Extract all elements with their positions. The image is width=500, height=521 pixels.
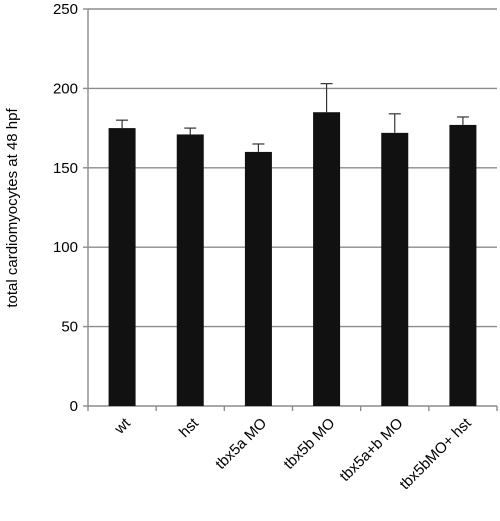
- y-tick-label: 0: [70, 398, 78, 415]
- x-tick-label: tbx5b MO: [280, 415, 338, 473]
- y-tick-label: 200: [53, 80, 78, 97]
- bar: [176, 134, 204, 406]
- grid-lines: [88, 8, 497, 328]
- y-axis-title: total cardiomyocytes at 48 hpf: [4, 108, 21, 308]
- bar: [313, 112, 341, 406]
- y-tick-labels: 0 50 100 150 200 250: [53, 1, 78, 415]
- x-tick-label: hst: [176, 414, 203, 441]
- bar: [381, 132, 409, 406]
- y-tick-label: 250: [53, 1, 78, 18]
- y-tick-label: 150: [53, 160, 78, 177]
- x-tick-label: tbx5a MO: [212, 415, 270, 473]
- y-tick-label: 50: [61, 319, 78, 336]
- bar: [108, 128, 136, 406]
- x-tick-label: tbx5bMO+ hst: [396, 414, 475, 493]
- x-tick-label: wt: [111, 414, 135, 438]
- error-bars: [116, 83, 469, 152]
- x-tick-label: tbx5a+b MO: [336, 415, 406, 485]
- bar: [449, 124, 477, 406]
- y-tick-label: 100: [53, 239, 78, 256]
- bar: [244, 151, 272, 406]
- bars: [108, 112, 477, 406]
- axes: [83, 8, 498, 411]
